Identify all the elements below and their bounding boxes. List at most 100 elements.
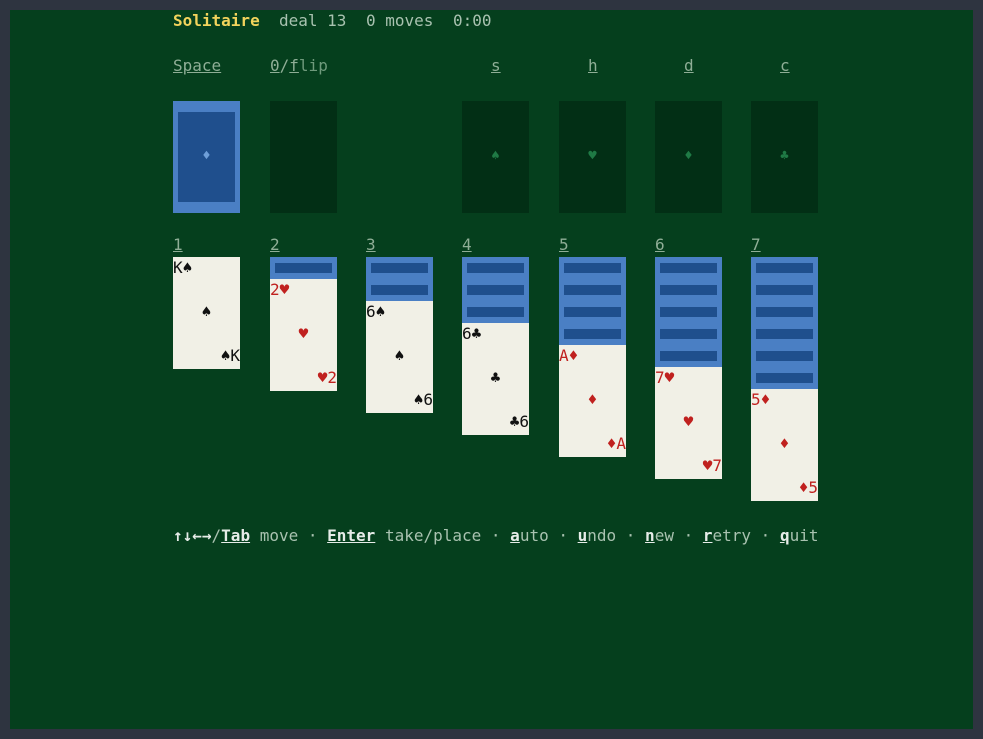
- card-suit-icon: ♦: [568, 346, 579, 365]
- card-corner-top: 6♠: [366, 301, 385, 323]
- new-key: n: [645, 526, 655, 545]
- column-label-2[interactable]: 2: [270, 235, 280, 254]
- club-icon: ♣: [780, 148, 789, 164]
- help-auto: uto ·: [519, 526, 578, 545]
- foundation-diamonds-key[interactable]: d: [684, 56, 694, 75]
- card-rank: A: [616, 434, 626, 453]
- card-rank: 5: [751, 390, 761, 409]
- card-rank: 7: [655, 368, 665, 387]
- spade-icon: ♠: [491, 148, 500, 164]
- foundation-spades-key[interactable]: s: [491, 56, 501, 75]
- card-center-suit-icon: ♥: [683, 412, 694, 431]
- card-corner-bottom: ♠6: [414, 389, 433, 411]
- card-rank: 6: [519, 412, 529, 431]
- card-corner-top: 5♦: [751, 389, 770, 411]
- help-bar: ↑↓←→/Tab move · Enter take/place · auto …: [173, 525, 818, 547]
- waste-key-label[interactable]: 0/flip: [270, 55, 328, 77]
- card-center-suit-icon: ♣: [490, 368, 501, 387]
- card-suit-icon: ♥: [279, 280, 290, 299]
- card-corner-bottom: ♦5: [799, 477, 818, 499]
- card-rank: 2: [270, 280, 280, 299]
- game-board: Solitaire deal 13 0 moves 0:00 Space 0/f…: [10, 10, 973, 729]
- card-suit-icon: ♦: [798, 478, 809, 497]
- waste-key-zero: 0: [270, 56, 280, 75]
- card-center-suit-icon: ♥: [298, 324, 309, 343]
- timer: 0:00: [453, 11, 492, 30]
- face-down-card: [751, 345, 818, 367]
- stock-pile[interactable]: ♦: [173, 101, 240, 213]
- card-suit-icon: ♣: [509, 412, 520, 431]
- face-down-card: [655, 279, 722, 301]
- column-label-3[interactable]: 3: [366, 235, 376, 254]
- foundation-clubs[interactable]: ♣: [751, 101, 818, 213]
- deal-number: deal 13: [279, 11, 347, 30]
- card-suit-icon: ♠: [413, 390, 424, 409]
- column-label-5[interactable]: 5: [559, 235, 569, 254]
- card-center-suit-icon: ♦: [779, 434, 790, 453]
- foundation-hearts-key[interactable]: h: [588, 56, 598, 75]
- card-suit-icon: ♠: [182, 258, 193, 277]
- face-up-card[interactable]: 6♣ ♣ ♣6: [462, 323, 529, 435]
- face-up-card[interactable]: A♦ ♦ ♦A: [559, 345, 626, 457]
- column-label-7[interactable]: 7: [751, 235, 761, 254]
- diamond-icon: ♦: [684, 148, 693, 164]
- auto-key: a: [510, 526, 520, 545]
- face-up-card[interactable]: 6♠ ♠ ♠6: [366, 301, 433, 413]
- face-down-card: [462, 279, 529, 301]
- face-down-card: [751, 301, 818, 323]
- game-title: Solitaire: [173, 11, 260, 30]
- face-down-card: [751, 257, 818, 279]
- undo-key: u: [577, 526, 588, 545]
- face-down-card: [559, 323, 626, 345]
- card-rank: 6: [462, 324, 472, 343]
- heart-icon: ♥: [588, 148, 597, 164]
- face-down-card: [462, 257, 529, 279]
- card-rank: 6: [423, 390, 433, 409]
- face-up-card[interactable]: 2♥ ♥ ♥2: [270, 279, 337, 391]
- column-label-1[interactable]: 1: [173, 235, 183, 254]
- card-center-suit-icon: ♠: [394, 346, 405, 365]
- face-up-card[interactable]: K♠ ♠ ♠K: [173, 257, 240, 369]
- face-up-card[interactable]: 5♦ ♦ ♦5: [751, 389, 818, 501]
- face-up-card[interactable]: 7♥ ♥ ♥7: [655, 367, 722, 479]
- enter-key: Enter: [327, 526, 376, 545]
- card-rank: 7: [712, 456, 722, 475]
- face-down-card: [751, 367, 818, 389]
- move-counter: 0 moves: [366, 11, 434, 30]
- card-corner-top: 6♣: [462, 323, 481, 345]
- card-suit-icon: ♦: [606, 434, 617, 453]
- foundation-spades[interactable]: ♠: [462, 101, 529, 213]
- waste-pile[interactable]: [270, 101, 337, 213]
- face-down-card: [751, 279, 818, 301]
- stock-diamond-icon: ♦: [202, 148, 211, 164]
- card-corner-top: 2♥: [270, 279, 289, 301]
- card-suit-icon: ♥: [664, 368, 675, 387]
- face-down-card: [655, 301, 722, 323]
- waste-key-f: f: [289, 56, 299, 75]
- foundation-clubs-key[interactable]: c: [780, 56, 790, 75]
- face-down-card: [462, 301, 529, 323]
- foundation-hearts[interactable]: ♥: [559, 101, 626, 213]
- help-move: move ·: [250, 526, 328, 545]
- card-corner-bottom: ♦A: [607, 433, 626, 455]
- face-down-card: [559, 279, 626, 301]
- card-rank: K: [173, 258, 183, 277]
- tab-key: Tab: [221, 526, 251, 545]
- face-down-card: [559, 257, 626, 279]
- face-down-card: [655, 257, 722, 279]
- card-suit-icon: ♣: [471, 324, 482, 343]
- waste-key-rest: lip: [298, 56, 328, 75]
- quit-key: q: [779, 526, 790, 545]
- face-down-card: [270, 257, 337, 279]
- help-retry: etry ·: [712, 526, 780, 545]
- stock-key-label[interactable]: Space: [173, 56, 222, 75]
- card-corner-bottom: ♠K: [221, 345, 240, 367]
- column-label-6[interactable]: 6: [655, 235, 665, 254]
- face-down-card: [655, 345, 722, 367]
- card-corner-top: A♦: [559, 345, 578, 367]
- face-down-card: [559, 301, 626, 323]
- foundation-diamonds[interactable]: ♦: [655, 101, 722, 213]
- card-corner-bottom: ♣6: [510, 411, 529, 433]
- arrow-keys: ↑↓←→: [173, 526, 212, 545]
- column-label-4[interactable]: 4: [462, 235, 472, 254]
